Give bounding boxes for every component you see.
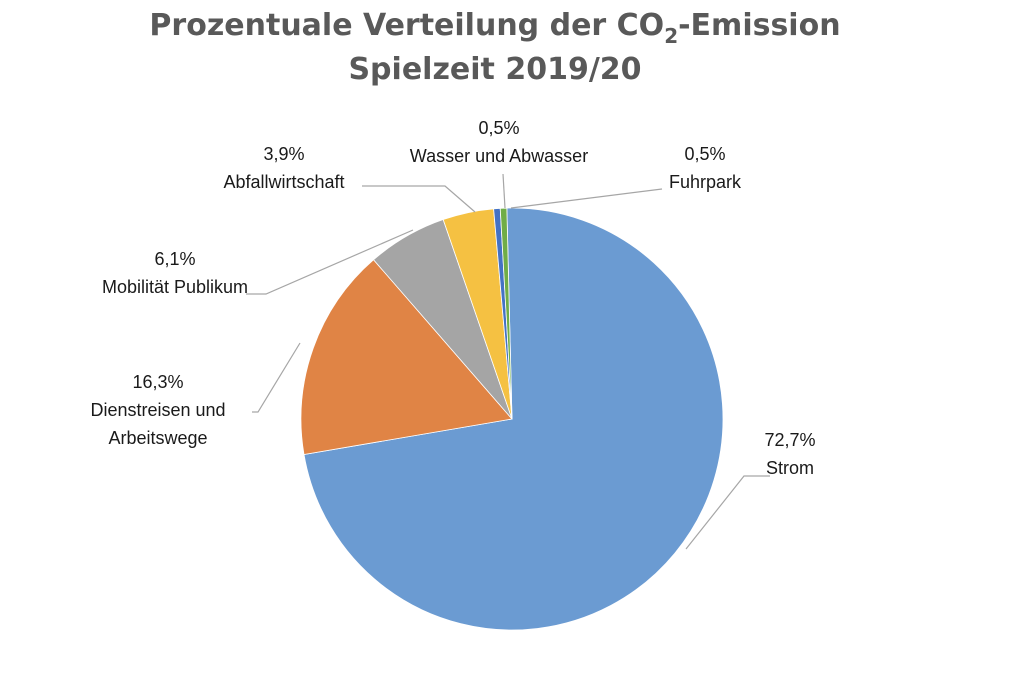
data-label-name-1-2: Arbeitswege [108,428,207,448]
data-label-percent-0: 72,7% [764,430,815,450]
data-label-percent-2: 6,1% [154,249,195,269]
data-label-name-2: Mobilität Publikum [102,277,248,297]
chart-title: Prozentuale Verteilung der CO2-Emission [149,8,840,48]
leader-line-1 [252,342,301,413]
pie-slice-0 [303,207,724,631]
leader-line-2 [246,229,414,295]
leader-lines [246,173,770,550]
pie-slices [300,207,724,631]
leader-line-5 [510,188,663,209]
chart-title-main: Prozentuale Verteilung der CO [149,8,664,43]
pie-slice-1 [300,259,513,455]
data-label-percent-4: 0,5% [478,118,519,138]
data-label-percent-3: 3,9% [263,144,304,164]
data-label-name-5: Fuhrpark [669,172,742,192]
leader-line-3 [362,185,476,213]
chart-title-suffix: -Emission [678,8,840,43]
pie-slice-5 [499,207,513,420]
data-label-name-1: Dienstreisen und [90,400,225,420]
data-label-name-4: Wasser und Abwasser [410,146,588,166]
data-label-name-3: Abfallwirtschaft [223,172,344,192]
data-label-percent-1: 16,3% [132,372,183,392]
leader-line-0 [685,475,770,550]
leader-line-4 [502,173,506,209]
chart-subtitle: Spielzeit 2019/20 [348,52,641,87]
data-label-percent-5: 0,5% [684,144,725,164]
data-labels: 72,7% Strom 16,3% Dienstreisen und Arbeitswe… [90,118,815,478]
chart-title-subscript: 2 [664,24,678,48]
data-label-name-0: Strom [766,458,814,478]
